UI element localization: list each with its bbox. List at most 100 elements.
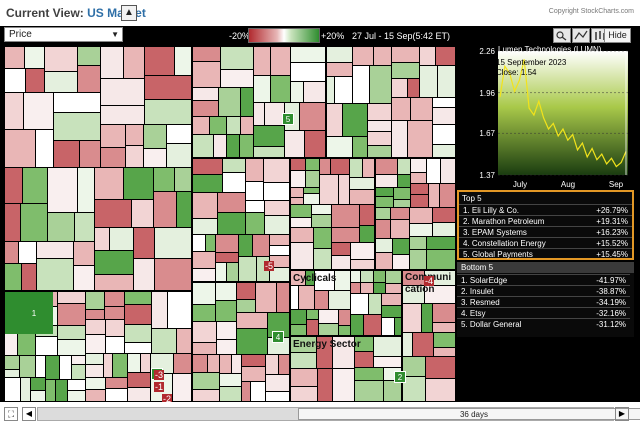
stock-tile[interactable] bbox=[101, 125, 125, 147]
stock-tile[interactable] bbox=[220, 374, 241, 386]
stock-tile[interactable] bbox=[318, 369, 332, 401]
stock-tile[interactable] bbox=[339, 175, 349, 204]
stock-tile[interactable] bbox=[427, 250, 455, 269]
stock-tile[interactable] bbox=[306, 158, 319, 170]
stock-tile[interactable] bbox=[125, 343, 151, 353]
stock-tile[interactable] bbox=[408, 79, 419, 97]
stock-tile[interactable] bbox=[305, 131, 325, 157]
stock-tile[interactable] bbox=[361, 283, 373, 293]
stock-tile[interactable] bbox=[304, 194, 319, 204]
stock-tile[interactable] bbox=[128, 373, 150, 387]
stock-tile[interactable] bbox=[206, 235, 215, 251]
top-five-row[interactable]: 1. Eli Lilly & Co. +26.79% bbox=[459, 204, 632, 215]
bottom-five-row[interactable]: 4. Etsy -32.16% bbox=[457, 307, 630, 318]
stock-tile[interactable] bbox=[113, 354, 127, 377]
stock-tile[interactable] bbox=[60, 356, 71, 379]
stock-tile[interactable] bbox=[433, 145, 455, 157]
stock-tile[interactable] bbox=[270, 256, 289, 267]
stock-tile[interactable] bbox=[223, 173, 245, 192]
stock-tile[interactable] bbox=[192, 355, 207, 372]
stock-tile[interactable] bbox=[128, 354, 140, 372]
stock-tile[interactable] bbox=[227, 135, 239, 157]
stock-tile[interactable] bbox=[350, 190, 374, 204]
stock-tile[interactable] bbox=[25, 46, 44, 68]
stock-tile[interactable] bbox=[290, 387, 317, 401]
stock-tile[interactable] bbox=[145, 46, 174, 75]
stock-tile[interactable] bbox=[411, 184, 428, 194]
stock-tile[interactable] bbox=[265, 216, 289, 234]
zoom-icon[interactable] bbox=[553, 28, 571, 43]
stock-tile[interactable] bbox=[333, 369, 354, 401]
stock-tile[interactable] bbox=[4, 168, 22, 203]
stock-tile[interactable] bbox=[290, 336, 316, 352]
stock-tile[interactable] bbox=[386, 270, 401, 283]
stock-tile[interactable] bbox=[95, 200, 131, 227]
stock-tile[interactable] bbox=[31, 378, 45, 390]
stock-tile[interactable] bbox=[192, 62, 220, 87]
stock-tile[interactable] bbox=[242, 367, 265, 381]
stock-tile[interactable] bbox=[368, 146, 391, 157]
stock-tile[interactable] bbox=[4, 130, 35, 167]
stock-tile[interactable] bbox=[368, 104, 391, 120]
stock-tile[interactable] bbox=[290, 286, 298, 309]
stock-tile[interactable] bbox=[254, 126, 284, 146]
stock-tile[interactable] bbox=[192, 282, 215, 304]
stock-tile[interactable] bbox=[26, 69, 44, 92]
stock-tile[interactable] bbox=[106, 378, 127, 388]
stock-tile[interactable] bbox=[375, 208, 390, 219]
stock-tile[interactable] bbox=[86, 320, 105, 334]
stock-tile[interactable] bbox=[332, 243, 350, 255]
stock-tile[interactable] bbox=[86, 310, 104, 319]
stock-tile[interactable] bbox=[75, 213, 94, 241]
stock-tile[interactable] bbox=[86, 365, 103, 377]
stock-tile[interactable] bbox=[217, 340, 236, 354]
stock-tile[interactable] bbox=[242, 382, 250, 401]
stock-tile[interactable] bbox=[374, 336, 401, 356]
stock-tile[interactable] bbox=[434, 348, 455, 356]
stock-tile[interactable] bbox=[125, 291, 151, 304]
stock-tile[interactable] bbox=[86, 378, 105, 389]
stock-tile[interactable] bbox=[392, 46, 419, 62]
stock-tile[interactable] bbox=[101, 46, 123, 78]
stock-tile[interactable] bbox=[392, 63, 419, 78]
stock-tile[interactable] bbox=[350, 158, 362, 177]
stock-tile[interactable] bbox=[290, 205, 311, 217]
stock-tile[interactable] bbox=[95, 228, 109, 250]
date-slider-thumb[interactable]: 36 days bbox=[298, 408, 640, 420]
stock-tile[interactable] bbox=[355, 352, 373, 367]
stock-tile[interactable] bbox=[355, 336, 373, 351]
stock-tile[interactable] bbox=[360, 226, 374, 242]
stock-tile[interactable] bbox=[4, 46, 24, 68]
stock-tile[interactable] bbox=[242, 355, 265, 366]
stock-tile[interactable] bbox=[374, 357, 401, 367]
stock-tile[interactable] bbox=[36, 337, 57, 355]
stock-tile[interactable] bbox=[375, 175, 397, 187]
stock-tile[interactable] bbox=[237, 282, 255, 299]
stock-tile[interactable] bbox=[331, 158, 349, 174]
stock-tile[interactable] bbox=[411, 195, 428, 207]
stock-tile[interactable] bbox=[95, 168, 123, 199]
stock-tile[interactable] bbox=[256, 282, 276, 312]
stock-tile[interactable] bbox=[21, 204, 47, 241]
stock-tile[interactable] bbox=[307, 320, 318, 335]
stock-tile[interactable] bbox=[329, 291, 350, 309]
stock-tile[interactable] bbox=[319, 310, 338, 323]
stock-tile[interactable] bbox=[375, 239, 392, 252]
stock-tile[interactable] bbox=[304, 82, 325, 102]
stock-tile[interactable] bbox=[408, 121, 432, 157]
stock-tile[interactable] bbox=[58, 304, 85, 325]
stock-tile[interactable] bbox=[433, 323, 455, 332]
stock-tile[interactable] bbox=[320, 158, 330, 174]
stock-tile[interactable] bbox=[192, 158, 222, 174]
stock-tile[interactable] bbox=[24, 93, 53, 129]
stock-tile[interactable] bbox=[217, 322, 236, 339]
stock-tile[interactable] bbox=[152, 329, 176, 353]
stock-tile[interactable] bbox=[433, 304, 455, 322]
stock-tile[interactable] bbox=[218, 193, 245, 212]
stock-tile[interactable] bbox=[132, 200, 153, 227]
stock-tile[interactable] bbox=[270, 268, 289, 281]
bottom-five-row[interactable]: 5. Dollar General -31.12% bbox=[457, 318, 630, 329]
stock-tile[interactable] bbox=[290, 218, 311, 227]
stock-tile[interactable] bbox=[413, 333, 433, 356]
stock-tile[interactable] bbox=[80, 141, 100, 167]
